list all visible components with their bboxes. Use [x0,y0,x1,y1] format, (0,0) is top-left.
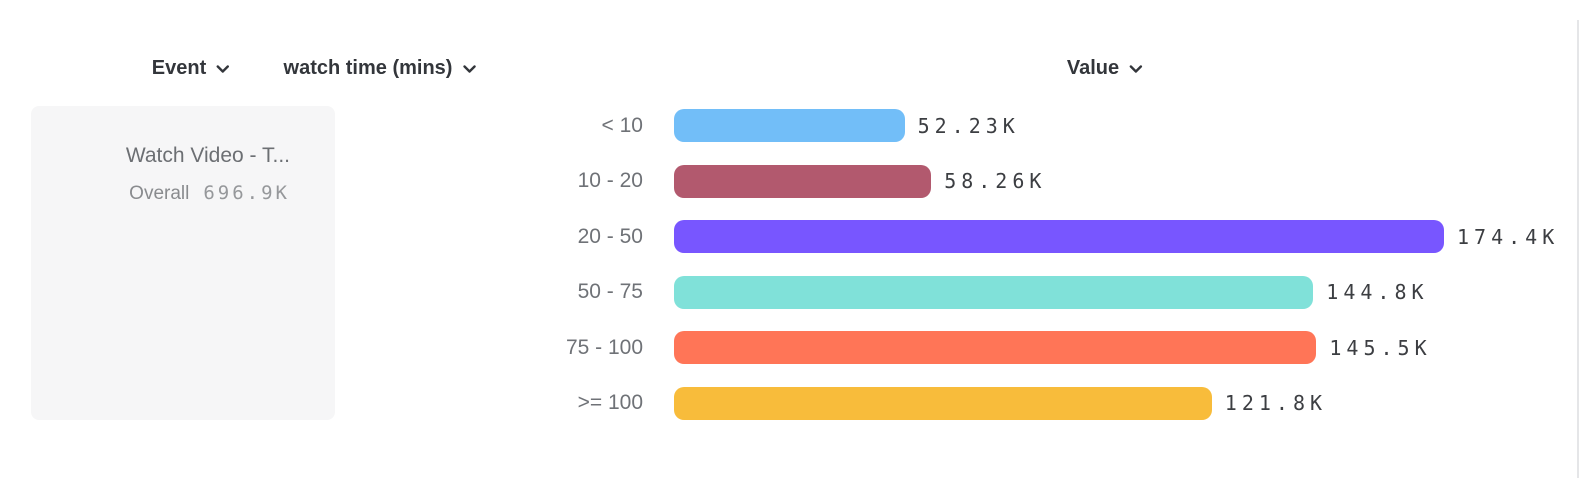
bar[interactable] [674,164,932,198]
bar-value: 174.4K [1457,224,1560,249]
bar-value: 52.23K [917,113,1020,138]
bar[interactable] [674,220,1444,254]
bar[interactable] [674,386,1212,420]
bar-value: 58.26K [944,169,1047,194]
bucket-label: >= 100 [577,391,643,415]
bar-value: 144.8K [1326,280,1429,305]
column-header-value-label: Value [1066,56,1120,79]
column-header-value[interactable]: Value [1067,54,1143,82]
event-legend-card[interactable]: Watch Video - T... Overall 696.9K [31,106,335,420]
column-header-event[interactable]: Event [152,54,230,82]
bar[interactable] [674,331,1317,365]
bar-row: 20 - 50 174.4K [0,209,1584,265]
bucket-label: 20 - 50 [577,224,643,248]
bar-value: 145.5K [1329,335,1432,360]
chevron-down-icon [1129,65,1143,74]
event-name: Watch Video - T... [125,144,290,167]
bar-row: < 10 52.23K [0,98,1584,154]
overall-value: 696.9K [203,182,290,204]
column-header-event-label: Event [151,56,207,79]
chevron-down-icon [462,65,476,74]
bucket-label: 10 - 20 [577,169,643,193]
bucket-label: < 10 [601,113,643,137]
bar-value: 121.8K [1224,391,1328,416]
bar-row: 50 - 75 144.8K [0,265,1584,321]
bar-chart: < 10 52.23K 10 - 20 58.26K 20 - 50 174.4… [0,98,1584,431]
bucket-label: 75 - 100 [565,335,643,359]
bar-row: >= 100 121.8K [0,376,1584,432]
bar-row: 75 - 100 145.5K [0,320,1584,376]
bar[interactable] [674,275,1314,309]
bucket-label: 50 - 75 [577,280,643,304]
column-header-breakdown-label: watch time (mins) [283,56,453,79]
chevron-down-icon [216,65,230,74]
overall-row: Overall 696.9K [31,182,290,205]
bar[interactable] [674,109,905,143]
overall-label: Overall [129,183,190,204]
panel-divider [1577,20,1579,478]
bar-row: 10 - 20 58.26K [0,154,1584,210]
column-header-breakdown[interactable]: watch time (mins) [284,54,477,82]
